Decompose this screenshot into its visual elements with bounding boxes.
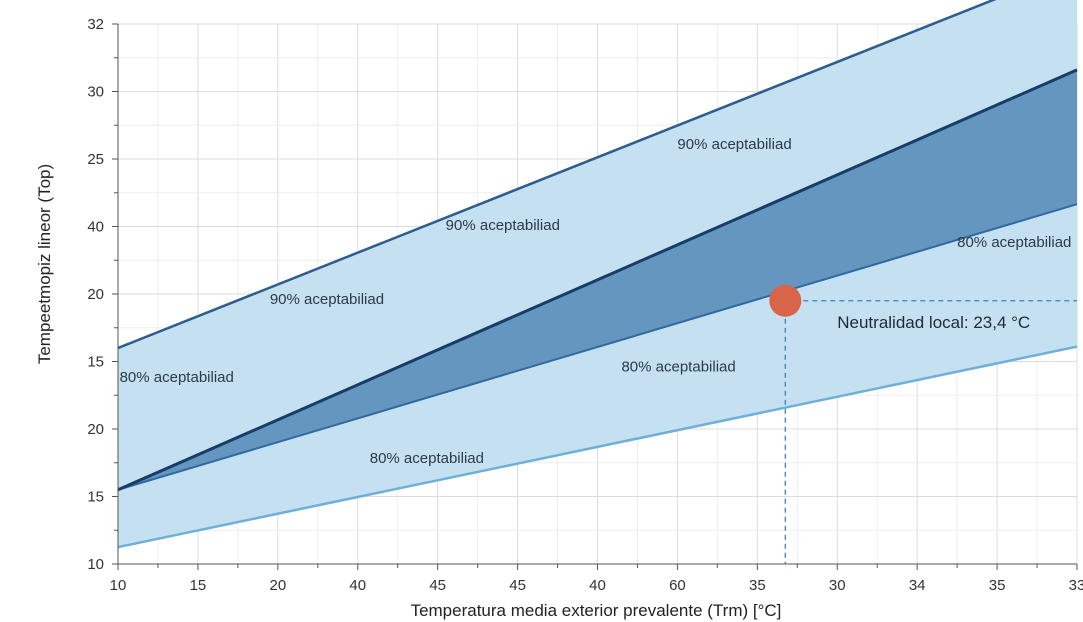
- x-tick-label: 45: [429, 577, 446, 594]
- neutrality-label: Neutralidad local: 23,4 °C: [837, 313, 1030, 332]
- x-tick-label: 60: [669, 577, 686, 594]
- acceptability-label: 80% aceptabiliad: [957, 234, 1071, 251]
- neutral-line: [117, 68, 1078, 492]
- upper-limit-line: [117, 0, 997, 350]
- series-lines: [117, 0, 1078, 549]
- acceptability-label: 80% aceptabiliad: [370, 450, 484, 467]
- y-tick-label: 30: [87, 84, 104, 101]
- acceptability-label: 90% aceptabiliad: [270, 291, 384, 308]
- x-tick-label: 40: [349, 577, 366, 594]
- acceptability-label: 90% aceptabiliad: [677, 136, 791, 153]
- x-tick-label: 34: [909, 577, 926, 594]
- x-axis-label: Temperatura media exterior prevalente (T…: [411, 601, 782, 620]
- acceptability-label: 90% aceptabiliad: [446, 217, 560, 234]
- marker: [769, 284, 802, 317]
- guide-lines: [784, 300, 1077, 564]
- lower-limit-line: [117, 345, 1078, 549]
- y-tick-label: 20: [87, 421, 104, 438]
- x-tick-label: 33: [1069, 577, 1083, 594]
- x-tick-label: 40: [589, 577, 606, 594]
- y-tick-label: 32: [87, 16, 104, 33]
- neutral-point-marker: [769, 284, 802, 317]
- y-tick-label: 25: [87, 151, 104, 168]
- y-axis-label: Tempeetmopiz lineor (Top): [35, 164, 54, 364]
- acceptability-label: 80% aceptabiliad: [120, 369, 234, 386]
- y-tick-label: 15: [87, 489, 104, 506]
- x-tick-labels: 10 15 20 40 45 45 40 60 35 30 34 35 33: [110, 577, 1083, 594]
- x-tick-label: 35: [989, 577, 1006, 594]
- y-tick-label: 20: [87, 286, 104, 303]
- annotations: 90% aceptabiliad 90% aceptabiliad 90% acep…: [120, 136, 1072, 467]
- y-tick-label: 10: [87, 556, 104, 573]
- axes: [112, 23, 1078, 570]
- acceptability-label: 80% aceptabiliad: [621, 359, 735, 376]
- y-tick-label: 40: [87, 219, 104, 236]
- x-tick-label: 45: [509, 577, 526, 594]
- inner-lower-limit-line: [117, 203, 1078, 491]
- x-tick-label: 15: [190, 577, 207, 594]
- x-tick-label: 20: [269, 577, 286, 594]
- x-tick-label: 35: [749, 577, 766, 594]
- x-tick-label: 10: [110, 577, 127, 594]
- y-tick-labels: 10 15 20 15 20 40 25 30 32: [87, 16, 104, 573]
- y-tick-label: 15: [87, 354, 104, 371]
- x-tick-label: 30: [829, 577, 846, 594]
